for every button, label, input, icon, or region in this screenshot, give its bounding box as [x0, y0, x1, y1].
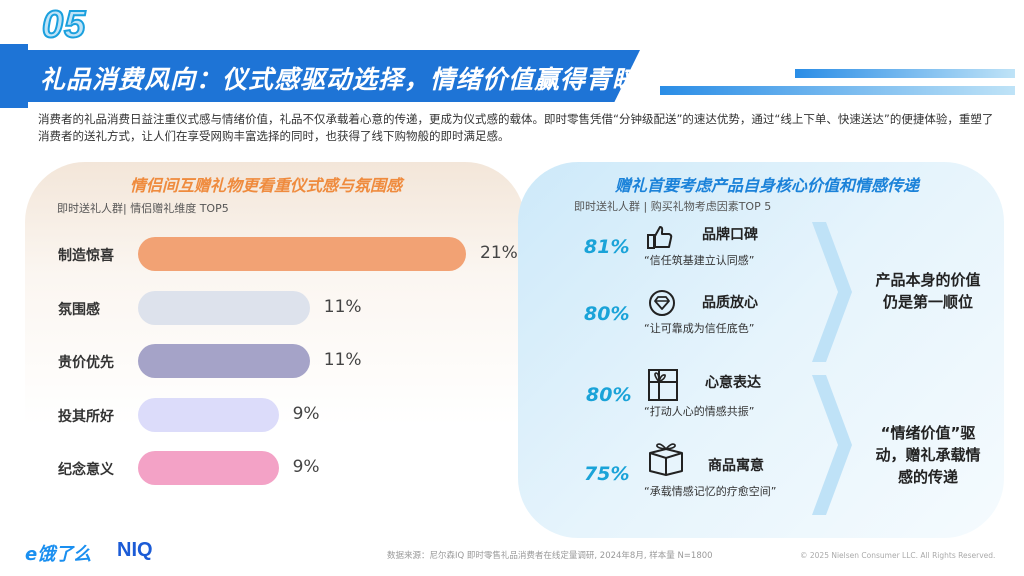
conclusion-text: 产品本身的价值 仍是第一顺位: [858, 269, 998, 313]
factor-title: 商品寓意: [708, 458, 764, 474]
conclusion-line: 产品本身的价值: [875, 271, 981, 289]
factor-quote: “让可靠成为信任底色”: [644, 322, 755, 335]
intro-paragraph: 消费者的礼品消费日益注重仪式感与情绪价值，礼品不仅承载着心意的传递，更成为仪式感…: [38, 112, 994, 143]
factor-title: 品牌口碑: [702, 227, 758, 243]
factor-title: 心意表达: [705, 375, 761, 391]
bar: [138, 397, 279, 432]
left-panel-heading: 情侣间互赠礼物更看重仪式感与氛围感: [130, 176, 403, 195]
page-title: 礼品消费风向：仪式感驱动选择，情绪价值赢得青睐: [40, 65, 639, 94]
conclusion-line: 仍是第一顺位: [882, 293, 973, 311]
copyright: © 2025 Nielsen Consumer LLC. All Rights …: [800, 551, 996, 560]
bar: [138, 290, 310, 325]
page-number: 05: [41, 3, 87, 47]
factor-quote: “信任筑基建立认同感”: [644, 254, 755, 267]
decor-stripe: [795, 69, 1015, 78]
gift-card-icon: [648, 369, 678, 401]
bar-category-label: 氛围感: [58, 301, 100, 318]
thumbs-up-icon: [647, 226, 673, 249]
bar-value-label: 21%: [480, 243, 518, 263]
bar-category-label: 制造惊喜: [58, 248, 114, 264]
bar-value-label: 9%: [292, 403, 320, 424]
bar-category-label: 贵价优先: [58, 355, 114, 371]
bar: [138, 344, 310, 378]
factor-quote: “承载情感记忆的疗愈空间”: [644, 485, 777, 498]
eleme-logo-text: 饿了么: [37, 544, 92, 565]
chevron-right-icon: [812, 222, 852, 362]
bar-category-label: 纪念意义: [58, 462, 114, 478]
conclusion-line: 感的传递: [897, 468, 958, 486]
bar: [138, 451, 279, 485]
bar: [138, 237, 466, 271]
diamond-icon: [649, 290, 675, 316]
niq-logo: NIQ: [117, 539, 153, 561]
conclusion-text: “情绪价值”驱 动，赠礼承载情 感的传递: [858, 422, 998, 488]
factor-quote: “打动人心的情感共振”: [644, 405, 755, 418]
right-panel: [518, 162, 1004, 538]
factor-percent: 75%: [584, 463, 630, 485]
bar-value-label: 9%: [292, 457, 320, 477]
title-bar: [0, 50, 640, 102]
factor-percent: 80%: [584, 303, 630, 325]
chevron-right-icon: [812, 375, 852, 515]
bar-value-label: 11%: [323, 296, 362, 317]
bar-value-label: 11%: [323, 350, 362, 370]
decor-stripe: [660, 86, 1015, 95]
factor-percent: 81%: [584, 236, 630, 258]
right-panel-heading: 赠礼首要考虑产品自身核心价值和情感传递: [615, 176, 920, 195]
gift-box-icon: [649, 443, 683, 476]
eleme-logo: e饿了么: [25, 544, 92, 565]
conclusion-line: “情绪价值”驱: [880, 424, 976, 442]
factor-percent: 80%: [586, 384, 632, 406]
conclusion-line: 动，赠礼承载情: [875, 446, 981, 464]
factor-title: 品质放心: [702, 295, 758, 311]
left-panel-subtitle: 即时送礼人群| 情侣赠礼维度 TOP5: [57, 202, 229, 215]
bar-category-label: 投其所好: [58, 408, 114, 425]
right-panel-subtitle: 即时送礼人群 | 购买礼物考虑因素TOP 5: [574, 200, 772, 213]
source-note: 数据来源：尼尔森IQ 即时零售礼品消费者在线定量调研, 2024年8月, 样本量…: [387, 551, 713, 561]
